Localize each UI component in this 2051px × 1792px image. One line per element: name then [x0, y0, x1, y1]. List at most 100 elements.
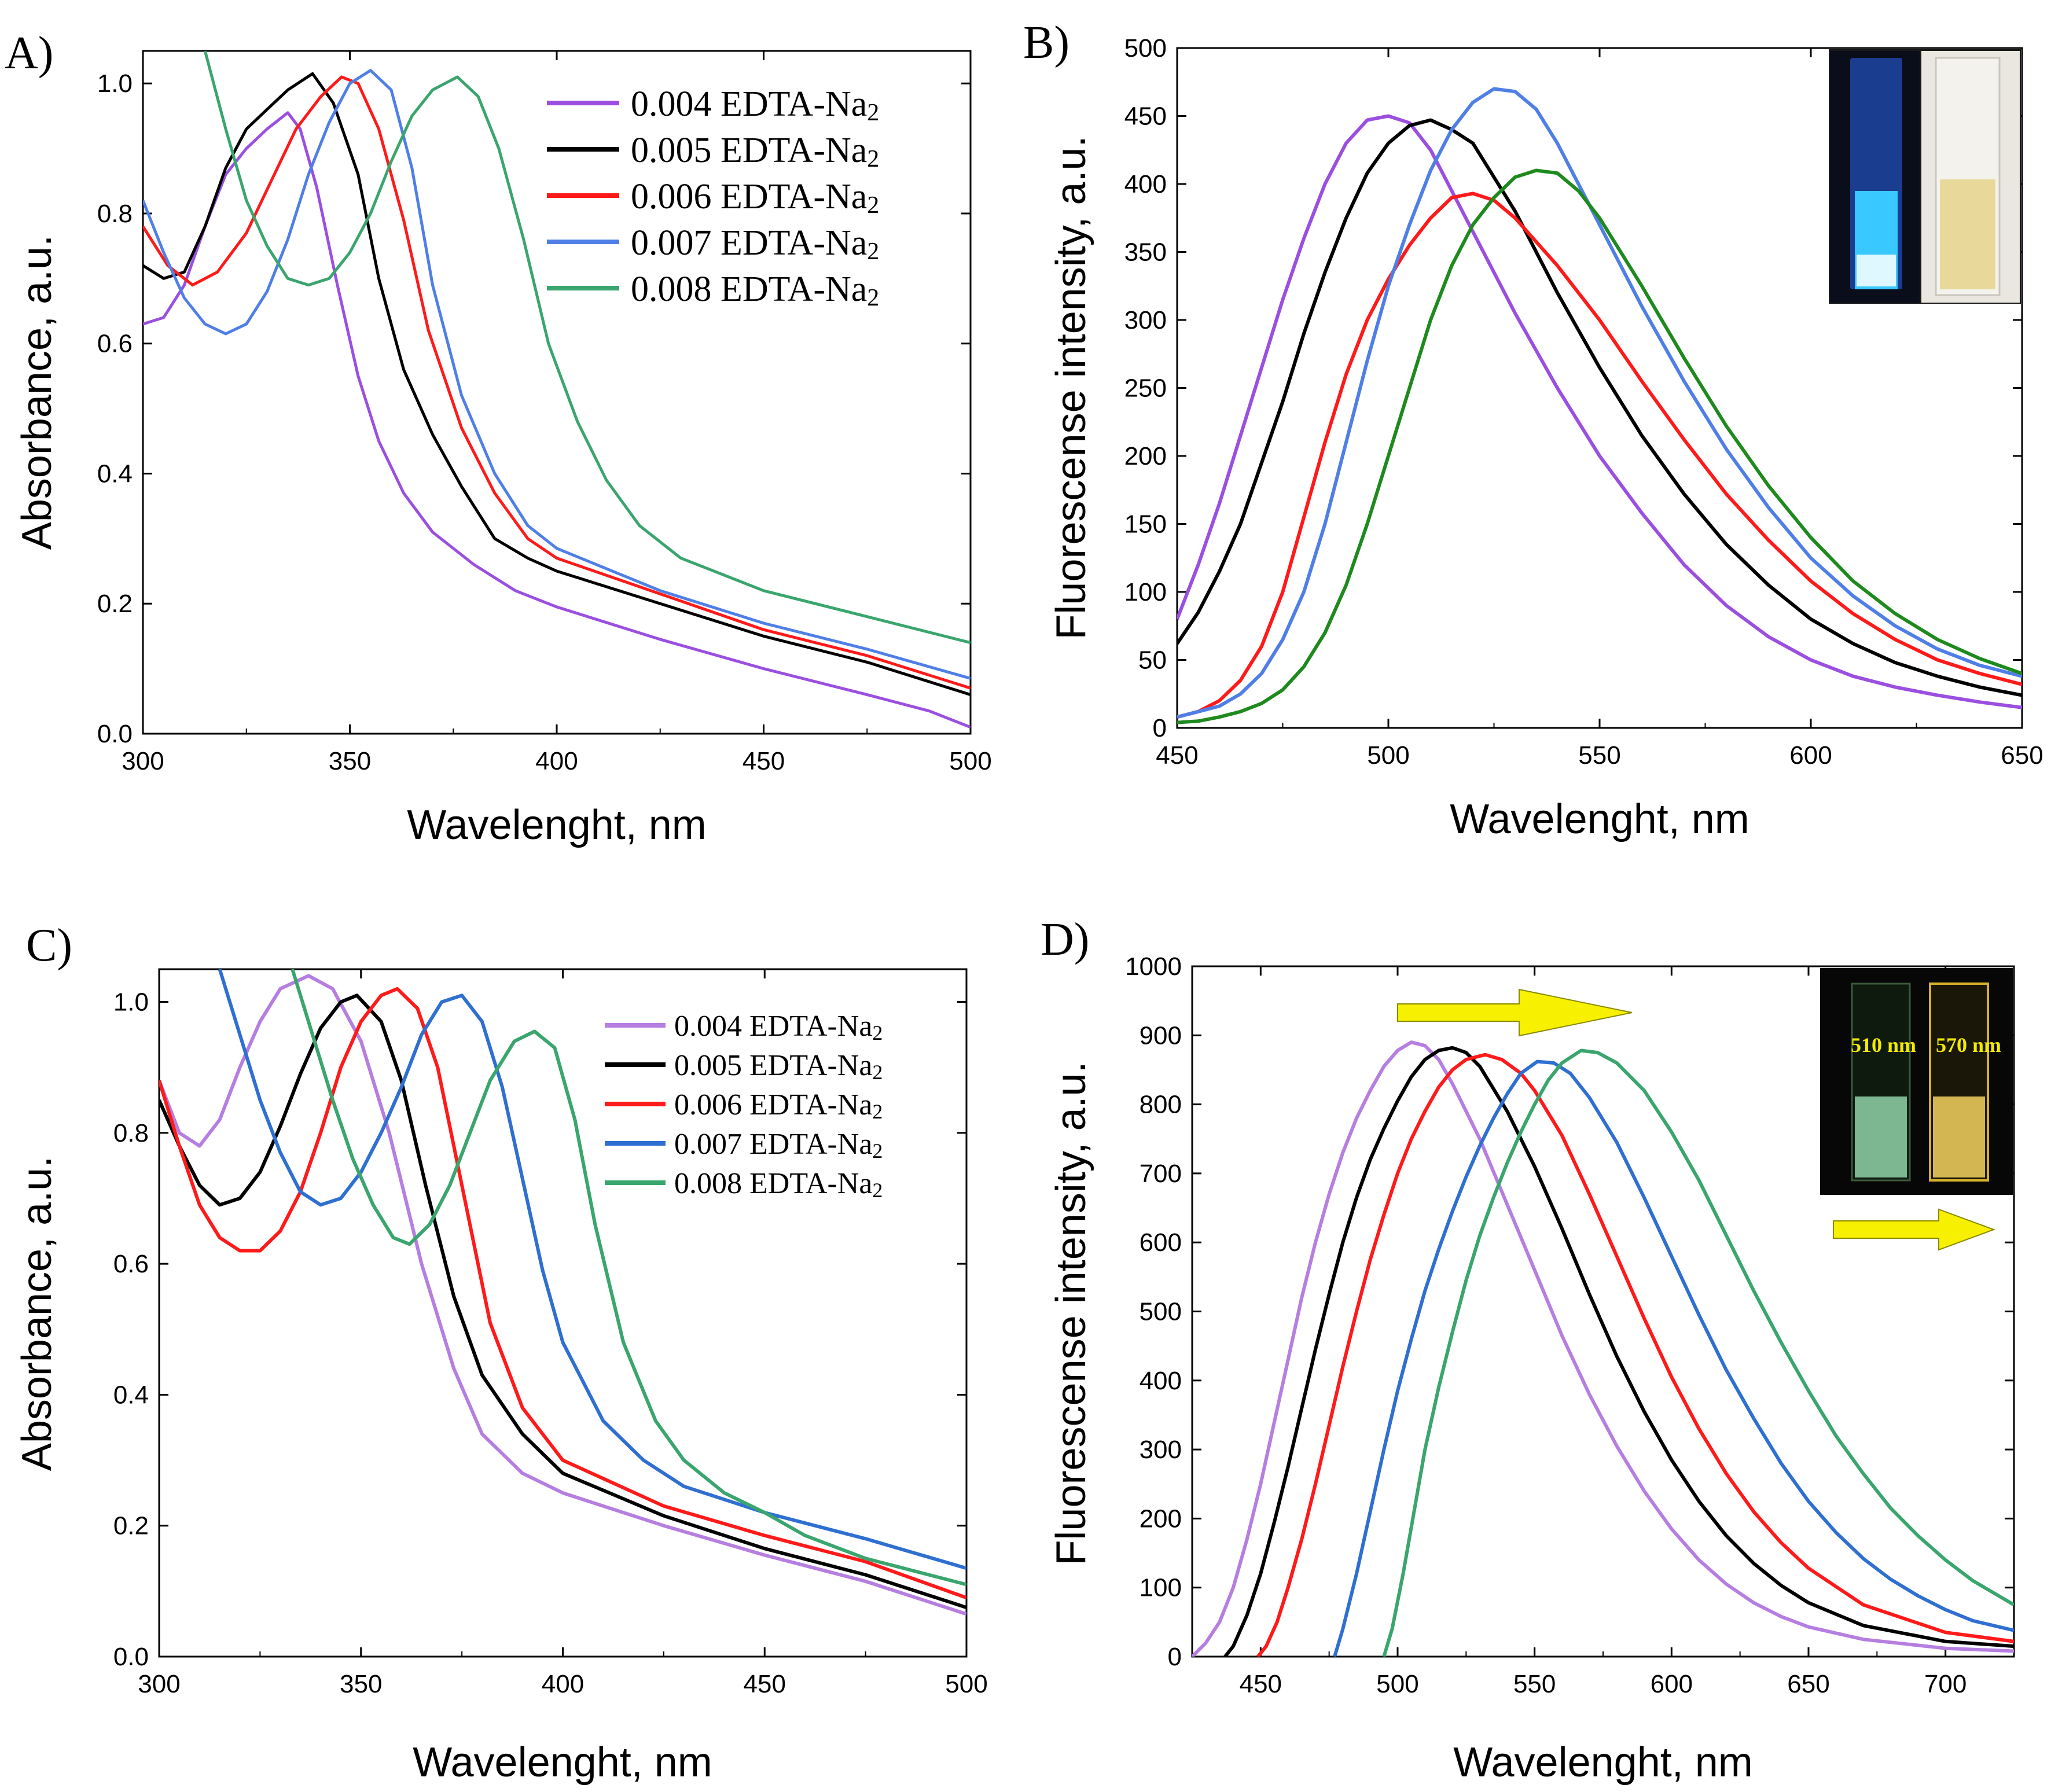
panel-b-y-tick-label: 150 [1124, 510, 1167, 539]
panel-d-axis-ticks: 450 500 550 600 650 700 0 100 200 300 400 500 600 700… [1125, 952, 2015, 1698]
red-shift-arrow-small [1833, 1208, 1995, 1251]
panel-d-x-tick-label: 600 [1651, 1670, 1693, 1698]
panel-a: A) 300 350 400 450 500 0.0 0.2 0.4 0.6 0.8 1.0 Wav… [5, 28, 992, 848]
panel-d-x-tick-label: 450 [1240, 1670, 1282, 1698]
panel-b-series-line-3 [1177, 87, 2022, 719]
panel-b-label: B) [1023, 17, 1069, 68]
panel-d-y-tick-label: 300 [1140, 1436, 1182, 1464]
panel-d-y-tick-label: 200 [1140, 1504, 1182, 1533]
panel-c-series [159, 969, 966, 1616]
panel-c-y-tick-label: 0.2 [113, 1512, 149, 1540]
panel-a-series-line-2 [143, 75, 971, 690]
panel-b-y-tick-label: 300 [1124, 306, 1167, 334]
panel-b-series-line-2 [1177, 192, 2022, 719]
panel-c-series-line-3 [218, 969, 966, 1570]
legend-c-label-4: 0.008 EDTA-Na2 [674, 1167, 883, 1202]
panel-b-y-tick-label: 200 [1124, 442, 1167, 470]
panel-c-legend: 0.004 EDTA-Na2 0.005 EDTA-Na2 0.006 EDTA… [605, 1010, 883, 1202]
legend-a-label-0: 0.004 EDTA-Na2 [631, 84, 879, 126]
panel-b: B) 450 500 550 600 6500501001502002503003504… [1023, 17, 2043, 842]
panel-b-axis-ticks: 450 500 550 600 650 0 50 100 150 200 250 300 350 400 4… [1124, 34, 2043, 770]
panel-a-label: A) [5, 28, 53, 79]
panel-b-y-tick-label: 50 [1138, 646, 1167, 675]
panel-c-series-line-4 [291, 969, 966, 1587]
panel-b-series-line-0 [1177, 114, 2022, 709]
legend-a-label-2: 0.006 EDTA-Na2 [631, 177, 879, 219]
panel-b-y-axis-label: Fluorescense intensity, a.u. [1048, 135, 1094, 639]
panel-a-x-tick-label: 400 [535, 747, 578, 775]
inset-d-right-label: 570 nm [1936, 1033, 2001, 1057]
panel-a-series [143, 51, 971, 729]
panel-d-series-line-1 [1223, 1046, 2014, 1657]
panel-a-y-tick-label: 0.6 [97, 330, 133, 358]
panel-c-y-axis-label: Absorbance, a.u. [14, 1156, 60, 1471]
panel-c-y-tick-label: 0.8 [113, 1119, 149, 1147]
panel-d-series [1192, 1040, 2014, 1657]
legend-c-label-1: 0.005 EDTA-Na2 [674, 1049, 883, 1084]
panel-b-x-tick-label: 650 [2001, 741, 2043, 770]
red-shift-arrow-large [1397, 988, 1633, 1037]
panel-c-x-tick-label: 500 [945, 1670, 987, 1698]
panel-d-x-tick-label: 500 [1376, 1670, 1418, 1698]
panel-d-y-tick-label: 800 [1140, 1091, 1182, 1119]
panel-b-y-tick-label: 500 [1124, 34, 1167, 62]
panel-b-series-line-1 [1177, 118, 2022, 697]
panel-a-y-tick-label: 0.0 [97, 720, 133, 748]
legend-c-label-0: 0.004 EDTA-Na2 [674, 1010, 883, 1044]
panel-b-y-tick-label: 100 [1124, 578, 1167, 606]
panel-d-x-tick-label: 700 [1924, 1670, 1967, 1698]
panel-d-y-tick-label: 600 [1140, 1228, 1182, 1257]
panel-c-y-tick-label: 0.0 [113, 1643, 149, 1671]
inset-b-uv-glow [1857, 255, 1896, 286]
inset-d-left-label: 510 nm [1851, 1033, 1916, 1057]
panel-a-y-tick-label: 0.2 [97, 590, 133, 618]
legend-c-label-3: 0.007 EDTA-Na2 [674, 1128, 883, 1162]
panel-d-series-line-4 [1382, 1048, 2014, 1657]
panel-c-y-tick-label: 0.6 [113, 1250, 149, 1278]
panel-c-series-line-1 [159, 993, 966, 1609]
panel-b-x-tick-label: 550 [1578, 741, 1620, 770]
panel-a-series-line-3 [143, 69, 971, 680]
panel-a-x-tick-label: 350 [329, 747, 371, 775]
panel-c-series-line-2 [159, 987, 966, 1600]
panel-b-inset-photo [1829, 49, 2021, 304]
panel-c-x-tick-label: 450 [744, 1670, 786, 1698]
panel-b-y-tick-label: 450 [1124, 102, 1167, 131]
legend-a-label-1: 0.005 EDTA-Na2 [631, 131, 879, 172]
panel-a-x-tick-label: 500 [949, 747, 991, 775]
panel-d-y-axis-label: Fluorescense intensity, a.u. [1048, 1061, 1094, 1565]
panel-a-x-tick-label: 450 [743, 747, 785, 775]
panel-a-series-line-1 [143, 72, 971, 696]
legend-c-label-2: 0.006 EDTA-Na2 [674, 1088, 883, 1123]
panel-d-series-line-3 [1333, 1059, 2014, 1657]
panel-d-x-axis-label: Wavelenght, nm [1453, 1739, 1753, 1786]
panel-b-x-axis-label: Wavelenght, nm [1450, 796, 1749, 842]
panel-a-y-tick-label: 0.8 [97, 200, 133, 228]
legend-a-label-3: 0.007 EDTA-Na2 [631, 223, 879, 265]
panel-d-y-tick-label: 0 [1168, 1643, 1182, 1671]
panel-b-x-tick-label: 500 [1367, 741, 1409, 770]
panel-b-x-tick-label: 600 [1789, 741, 1832, 770]
panel-c-y-tick-label: 1.0 [113, 988, 149, 1017]
panel-a-series-line-4 [203, 51, 971, 645]
panel-b-y-tick-label: 400 [1124, 170, 1167, 198]
panel-a-y-tick-label: 1.0 [97, 69, 133, 98]
panel-c: C) 300 350 400 450 500 0.0 0.2 0.4 0.6 0.8 1.0 Wav… [14, 920, 988, 1786]
panel-a-x-axis-label: Wavelenght, nm [407, 802, 707, 848]
panel-a-axis-ticks: 300 350 400 450 500 0.0 0.2 0.4 0.6 0.8 1.0 [97, 51, 992, 775]
panel-b-y-tick-label: 250 [1124, 374, 1167, 403]
panel-c-label: C) [26, 920, 72, 971]
panel-d-y-tick-label: 900 [1140, 1021, 1182, 1050]
panel-a-y-axis-label: Absorbance, a.u. [14, 235, 60, 550]
panel-d-y-tick-label: 700 [1140, 1160, 1182, 1188]
panel-d-y-tick-label: 1000 [1125, 952, 1182, 981]
panel-c-x-tick-label: 300 [138, 1670, 180, 1698]
panel-c-x-axis-label: Wavelenght, nm [413, 1739, 712, 1786]
panel-d-series-line-2 [1256, 1053, 2014, 1657]
panel-d-y-tick-label: 400 [1140, 1367, 1182, 1395]
panel-d-inset-photo: 510 nm 570 nm [1820, 968, 2013, 1195]
panel-d-series-line-0 [1192, 1040, 2014, 1657]
panel-b-y-tick-label: 0 [1153, 714, 1167, 742]
inset-d-left-solution [1855, 1096, 1907, 1178]
